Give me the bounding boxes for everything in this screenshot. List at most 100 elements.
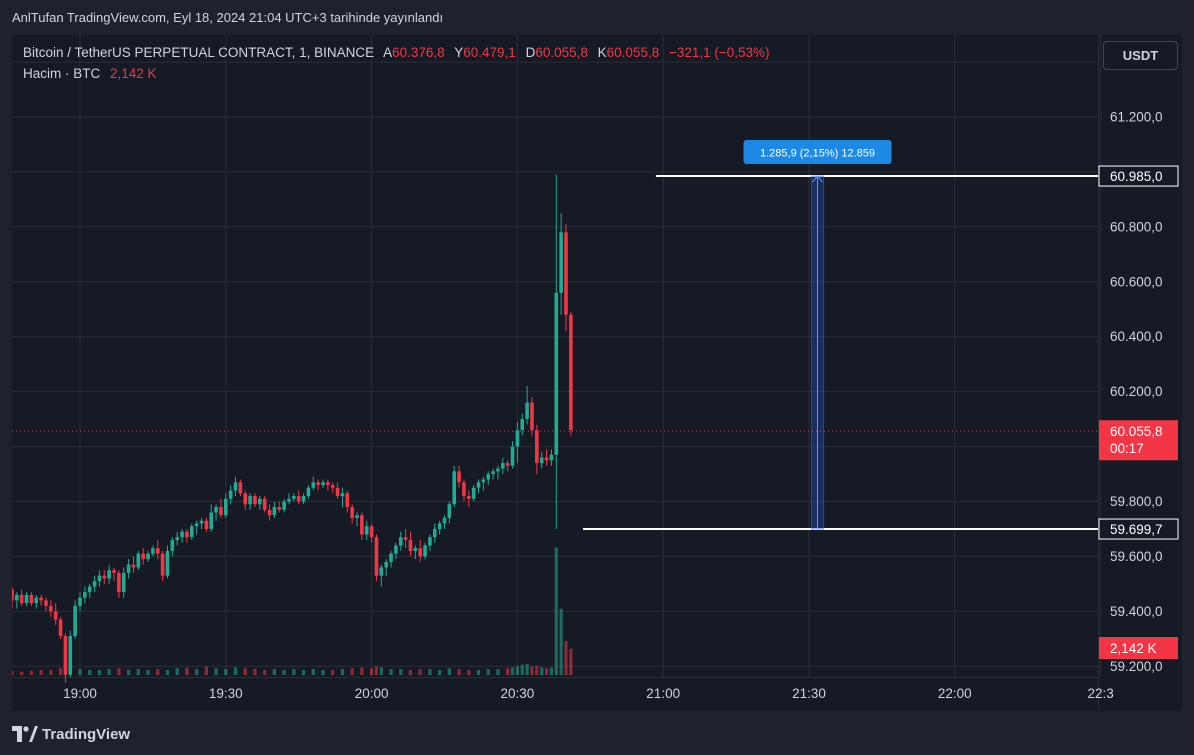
candle-body bbox=[544, 457, 549, 461]
candle-body bbox=[58, 619, 63, 637]
candlestick-chart[interactable]: 1.285,9 (2,15%) 12.85958.820,059.000,059… bbox=[12, 35, 1182, 711]
candle-body bbox=[491, 471, 495, 475]
measure-high-tag-box bbox=[1098, 165, 1179, 187]
candle-body bbox=[209, 512, 214, 529]
candle-body bbox=[394, 545, 398, 554]
candle-body bbox=[78, 597, 82, 606]
volume-bar bbox=[374, 666, 379, 675]
candle-body bbox=[457, 471, 461, 483]
candle-body bbox=[15, 594, 19, 601]
candle-body bbox=[501, 463, 505, 469]
candle-body bbox=[403, 537, 408, 540]
candle-body bbox=[199, 520, 204, 524]
volume-bar bbox=[301, 669, 306, 675]
volume-bar bbox=[340, 669, 345, 675]
volume-bar bbox=[233, 667, 238, 675]
tradingview-footer[interactable]: TradingView bbox=[12, 722, 130, 746]
candle-body bbox=[398, 537, 403, 546]
candle-body bbox=[296, 496, 301, 502]
candle-body bbox=[204, 520, 209, 529]
candle-body bbox=[360, 515, 364, 535]
candle-body bbox=[219, 506, 223, 516]
candle-body bbox=[364, 526, 369, 535]
candle-body bbox=[316, 482, 320, 486]
candle-body bbox=[228, 490, 233, 499]
candle-body bbox=[539, 457, 544, 464]
volume-bar bbox=[540, 667, 544, 675]
candle-body bbox=[311, 482, 316, 488]
symbol-title[interactable]: Bitcoin / TetherUS PERPETUAL CONTRACT, 1… bbox=[23, 45, 375, 60]
candle-body bbox=[267, 509, 272, 516]
volume-bar bbox=[447, 668, 451, 675]
volume-tag: 2,142 K bbox=[1110, 641, 1157, 656]
candle-body bbox=[248, 496, 252, 505]
volume-bar bbox=[321, 669, 325, 675]
volume-bar bbox=[510, 667, 515, 675]
volume-bar bbox=[476, 669, 481, 675]
candle-body bbox=[535, 430, 539, 464]
publish-caption: AnlTufan TradingView.com, Eyl 18, 2024 2… bbox=[12, 10, 444, 25]
candle-body bbox=[19, 594, 24, 604]
time-tick-label: 21:30 bbox=[792, 686, 826, 701]
candle-body bbox=[253, 496, 257, 505]
candle-body bbox=[155, 548, 160, 554]
volume-bar bbox=[506, 668, 510, 675]
candle-body bbox=[214, 506, 218, 513]
volume-label[interactable]: Hacim · BTC bbox=[23, 66, 101, 81]
candle-body bbox=[340, 493, 345, 497]
candle-body bbox=[185, 531, 189, 538]
candle-body bbox=[92, 581, 97, 587]
candle-body bbox=[442, 517, 447, 524]
candle-body bbox=[49, 605, 53, 612]
candle-body bbox=[97, 575, 102, 582]
candle-body bbox=[272, 506, 277, 516]
candle-body bbox=[345, 493, 350, 507]
chart-area[interactable]: 1.285,9 (2,15%) 12.85958.820,059.000,059… bbox=[12, 35, 1182, 711]
candle-body bbox=[515, 430, 520, 447]
candle-body bbox=[277, 506, 282, 510]
volume-bar bbox=[29, 670, 33, 675]
candle-body bbox=[355, 515, 359, 518]
candle-body bbox=[437, 523, 442, 529]
candle-body bbox=[481, 479, 486, 483]
candle-body bbox=[292, 496, 296, 499]
volume-bar bbox=[97, 669, 102, 675]
open-key: A bbox=[383, 45, 393, 60]
volume-bar bbox=[525, 663, 529, 675]
volume-bar bbox=[78, 669, 82, 675]
measure-low-tag-box bbox=[1098, 518, 1179, 540]
volume-bar bbox=[195, 669, 199, 675]
volume-bar bbox=[20, 671, 24, 675]
candle-body bbox=[389, 553, 393, 562]
candle-body bbox=[34, 597, 39, 604]
candle-body bbox=[569, 314, 573, 431]
volume-value: 2,142 K bbox=[110, 66, 157, 81]
measure-low-tag: 59.699,7 bbox=[1110, 522, 1163, 537]
volume-bar bbox=[146, 669, 150, 675]
volume-bar bbox=[49, 669, 53, 675]
candle-body bbox=[117, 572, 121, 593]
candle-body bbox=[282, 501, 286, 510]
volume-bar bbox=[399, 669, 403, 675]
candle-body bbox=[194, 523, 199, 527]
volume-bar bbox=[282, 669, 286, 675]
candle-body bbox=[262, 498, 267, 510]
volume-bar bbox=[486, 669, 490, 675]
candle-body bbox=[471, 487, 476, 499]
time-tick-label: 20:30 bbox=[501, 686, 535, 701]
volume-bar bbox=[185, 667, 189, 675]
currency-button[interactable]: USDT bbox=[1103, 41, 1178, 70]
low-value: 60.055,8 bbox=[535, 45, 588, 60]
volume-bar bbox=[127, 669, 131, 675]
volume-bar bbox=[243, 668, 247, 675]
candle-body bbox=[530, 402, 534, 431]
volume-bar bbox=[224, 669, 228, 675]
volume-bar bbox=[370, 668, 374, 675]
measure-high-tag: 60.985,0 bbox=[1110, 169, 1163, 184]
volume-bar bbox=[544, 668, 549, 675]
price-tick-label: 59.800,0 bbox=[1110, 494, 1163, 509]
candle-body bbox=[476, 482, 481, 488]
volume-bar bbox=[530, 666, 534, 675]
candle-body bbox=[136, 553, 141, 568]
candle-body bbox=[447, 504, 452, 518]
